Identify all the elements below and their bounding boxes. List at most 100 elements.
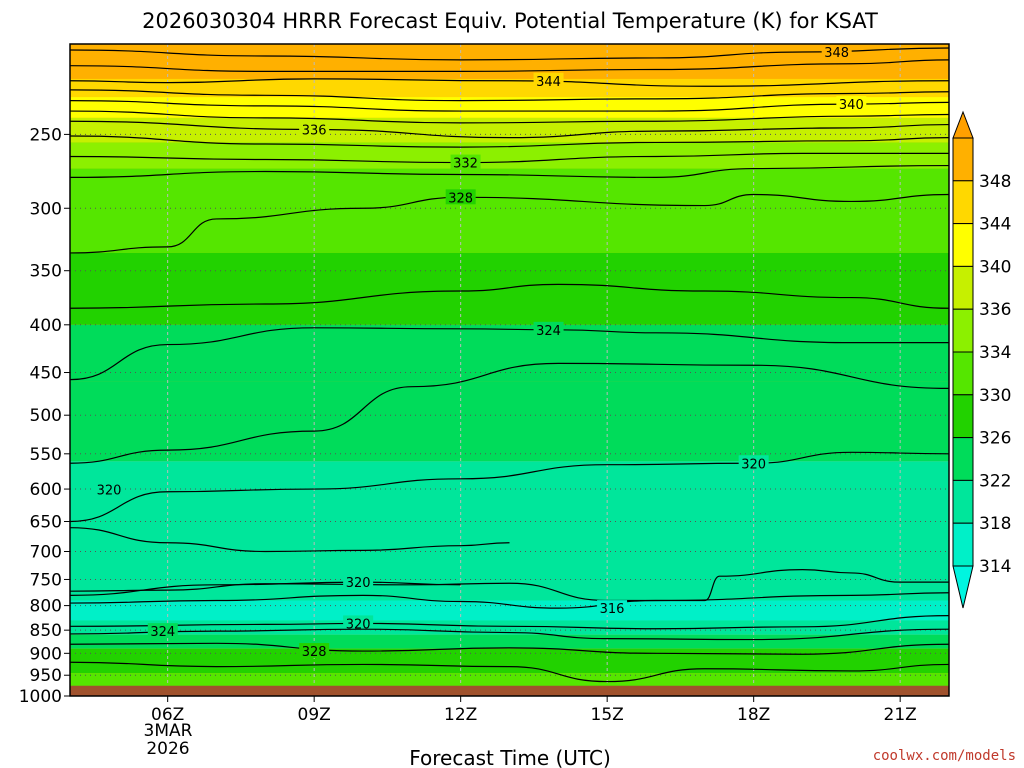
y-tick-label-450: 450 — [30, 364, 62, 384]
contour-344-2 — [69, 78, 950, 87]
x-tick-label-06Z: 06Z — [151, 705, 184, 725]
colorbar-swatch-348 — [952, 137, 974, 182]
x-tick-label-09Z: 09Z — [298, 705, 331, 725]
contour-label-340: 340 — [839, 98, 864, 113]
band-322 — [70, 381, 949, 462]
contour-label-bg-18 — [597, 600, 628, 616]
y-axis-ticks: 250 300 350 400 450 500 550 600 650 700 750 800 850 9… — [19, 125, 70, 707]
band-326 — [70, 252, 949, 325]
plot-frame — [69, 43, 950, 697]
contour-label-316: 316 — [600, 602, 625, 617]
contour-label-bg-2 — [533, 72, 564, 88]
contour-322-13 — [69, 362, 950, 464]
contour-label-bg-14 — [738, 455, 769, 471]
x-axis-label: Forecast Time (UTC) — [409, 746, 611, 768]
x-tick-label-18Z: 18Z — [737, 705, 770, 725]
colorbar-swatch-318 — [952, 479, 974, 524]
x-date-label-year: 2026 — [146, 739, 189, 759]
colorbar-swatch-336 — [952, 265, 974, 310]
plot-area — [70, 44, 949, 696]
x-tick-label-12Z: 12Z — [444, 705, 477, 725]
contour-label-bg-20 — [147, 623, 178, 639]
colorbar-over-triangle — [952, 110, 974, 139]
contour-332-8 — [69, 152, 949, 164]
y-tick-label-650: 650 — [30, 512, 62, 532]
y-tick-label-850: 850 — [30, 621, 62, 641]
contour-label-320: 320 — [346, 617, 371, 632]
band-336 — [70, 117, 949, 143]
x-date-label-day: 3MAR — [144, 721, 193, 741]
surface-ground — [70, 685, 949, 696]
x-tick-label-15Z: 15Z — [591, 705, 624, 725]
y-tick-label-700: 700 — [30, 543, 62, 563]
contour-334-7 — [69, 135, 950, 148]
contour-330-9 — [69, 164, 950, 179]
colorbar-label-348: 348 — [979, 172, 1011, 192]
contour-320-19 — [69, 615, 950, 630]
contour-label-bg-8 — [450, 154, 481, 170]
colorbar-swatch-340 — [952, 223, 974, 267]
contour-label-bg-15 — [94, 481, 125, 497]
contour-label-320: 320 — [97, 484, 122, 499]
y-tick-label-300: 300 — [30, 199, 62, 219]
contour-label-bg-0 — [821, 44, 852, 60]
contour-label-bg-10 — [445, 189, 476, 205]
contour-label-332: 332 — [453, 157, 478, 172]
colorbar-label-344: 344 — [979, 215, 1011, 235]
colorbar-swatch-322 — [952, 437, 974, 481]
contour-320-14 — [69, 451, 950, 523]
contour-label-348: 348 — [824, 46, 849, 61]
contour-346-1 — [69, 59, 950, 73]
x-tick-label-21Z: 21Z — [884, 705, 917, 725]
band-324 — [70, 634, 949, 649]
contour-label-324: 324 — [536, 324, 561, 339]
contour-320-15 — [69, 527, 510, 553]
band-330 — [70, 168, 949, 253]
contour-348-0 — [69, 47, 950, 61]
y-tick-label-600: 600 — [30, 480, 62, 500]
contour-326-11 — [69, 283, 950, 309]
band-348 — [70, 44, 949, 79]
contour-label-bg-6 — [299, 121, 330, 137]
contour-label-bg-17 — [343, 574, 374, 590]
y-tick-label-250: 250 — [30, 125, 62, 145]
y-tick-label-1000: 1000 — [19, 687, 62, 707]
colorbar-swatch-326 — [952, 394, 974, 439]
contour-328-21 — [69, 642, 950, 655]
contour-label-bg-21 — [299, 643, 330, 659]
colorbar-label-314: 314 — [979, 557, 1011, 577]
colorbar-swatch-314 — [952, 522, 974, 567]
y-tick-label-800: 800 — [30, 597, 62, 617]
contour-label-bg-19 — [343, 615, 374, 631]
band-328 — [70, 648, 949, 674]
band-324 — [70, 324, 949, 382]
y-tick-label-350: 350 — [30, 262, 62, 282]
contour-label-336: 336 — [302, 124, 327, 139]
colorbar-label-322: 322 — [979, 471, 1011, 491]
y-tick-label-750: 750 — [30, 570, 62, 590]
contour-label-320: 320 — [741, 457, 766, 472]
contour-320-17 — [69, 581, 461, 596]
band-316 — [70, 600, 949, 621]
colorbar: 348 344 340 336 334 330 326 322 318 314 — [952, 110, 1011, 609]
chart-title: 2026030304 HRRR Forecast Equiv. Potentia… — [142, 9, 878, 33]
band-344 — [70, 78, 949, 98]
colorbar-label-330: 330 — [979, 386, 1011, 406]
contour-label-328: 328 — [302, 645, 327, 660]
colorbar-label-318: 318 — [979, 514, 1011, 534]
contour-label-324: 324 — [150, 625, 175, 640]
y-tick-label-950: 950 — [30, 666, 62, 686]
x-axis-ticks: 06Z 09Z 12Z 15Z 18Z 21Z — [151, 696, 917, 725]
y-tick-label-400: 400 — [30, 316, 62, 336]
colorbar-label-334: 334 — [979, 343, 1011, 363]
contour-label-344: 344 — [536, 75, 561, 90]
band-340 — [70, 97, 949, 118]
credit-text: coolwx.com/models — [873, 748, 1016, 764]
colorbar-swatch-330 — [952, 351, 974, 396]
contour-338-5 — [69, 110, 950, 124]
y-tick-label-900: 900 — [30, 644, 62, 664]
colorbar-swatch-334 — [952, 308, 974, 353]
contour-324-20 — [69, 628, 950, 641]
contour-324-12 — [69, 327, 949, 381]
